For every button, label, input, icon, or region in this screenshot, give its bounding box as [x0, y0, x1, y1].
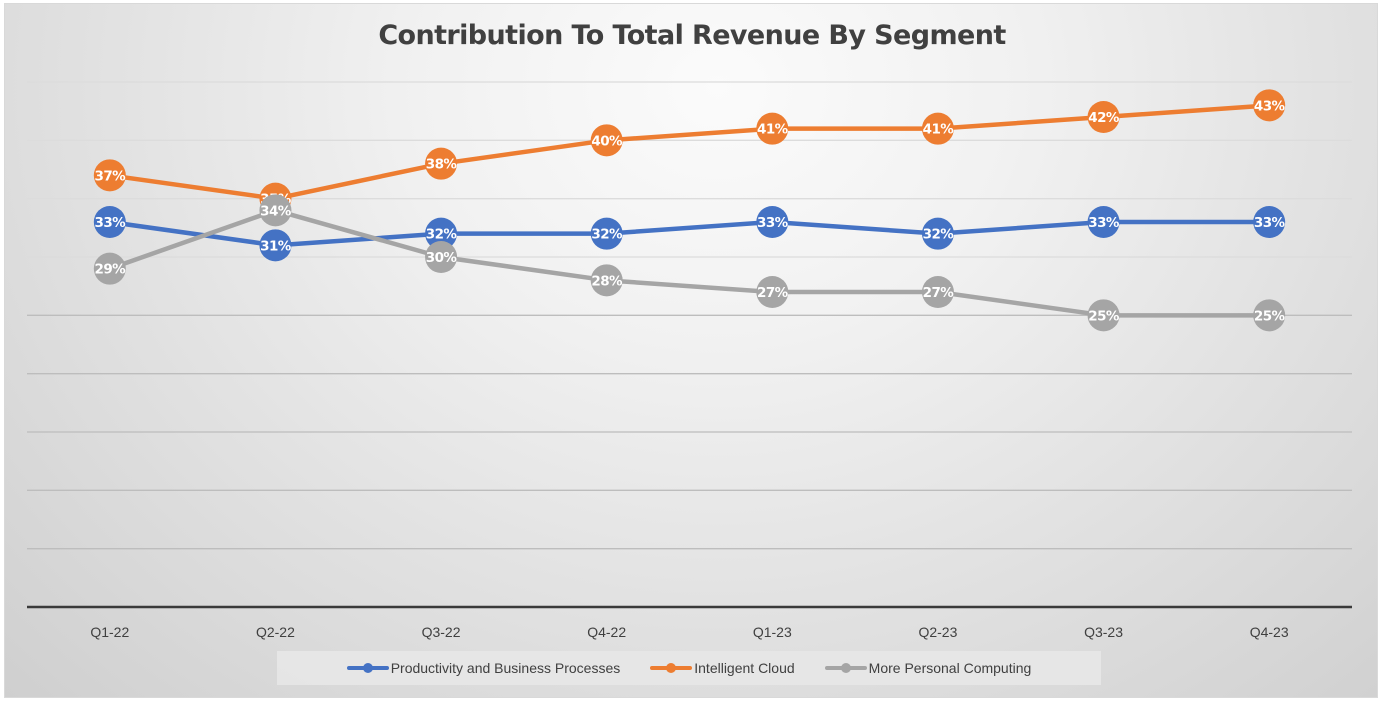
legend-item: Productivity and Business Processes: [346, 660, 621, 676]
data-label: 25%: [1088, 308, 1120, 324]
data-point: [756, 112, 789, 145]
data-point: [1087, 101, 1120, 133]
data-label: 37%: [95, 168, 127, 184]
legend-item: More Personal Computing: [824, 660, 1032, 676]
data-label: 42%: [1088, 110, 1120, 126]
x-tick-label: Q3-23: [1084, 624, 1123, 640]
data-label: 40%: [591, 133, 623, 149]
legend-marker-icon: [346, 662, 389, 674]
x-tick-labels: Q1-22 Q2-22 Q3-22 Q4-22 Q1-23 Q2-23 Q3-23 Q4-23: [90, 624, 1288, 640]
legend-item: Intelligent Cloud: [650, 660, 795, 676]
data-point: [921, 217, 954, 250]
x-tick-label: Q1-22: [90, 624, 129, 640]
chart-area: [4, 3, 1378, 698]
x-tick-label: Q1-23: [753, 624, 792, 640]
data-label: 32%: [591, 227, 623, 243]
data-point: [590, 264, 623, 297]
data-label: 38%: [426, 157, 458, 173]
series-line: [109, 208, 1270, 318]
legend-label: More Personal Computing: [868, 660, 1032, 676]
data-label: 33%: [1088, 215, 1120, 231]
data-label: 27%: [923, 285, 955, 301]
data-label: 25%: [1254, 308, 1286, 324]
data-point: [1087, 206, 1120, 238]
data-point: [1253, 89, 1286, 122]
series-more-personal-computing: 29% 34% 30% 28% 27% 27% 25% 25%: [93, 194, 1286, 332]
data-label: 30%: [426, 250, 458, 266]
legend: Productivity and Business Processes Intel…: [277, 651, 1101, 685]
data-label: 34%: [260, 203, 292, 219]
data-point: [921, 112, 954, 145]
data-point: [1087, 299, 1120, 332]
data-point: [93, 159, 126, 192]
data-point: [425, 217, 458, 250]
series-line: [109, 103, 1270, 201]
data-point: [93, 252, 126, 285]
x-tick-label: Q4-22: [587, 624, 626, 640]
data-label: 33%: [1254, 215, 1286, 231]
x-tick-label: Q2-22: [256, 624, 295, 640]
legend-marker-icon: [650, 662, 693, 674]
data-point: [425, 147, 458, 180]
data-point: [93, 206, 126, 238]
data-label: 33%: [95, 215, 127, 231]
legend-marker-icon: [824, 662, 867, 674]
data-label: 27%: [757, 285, 789, 301]
data-point: [259, 229, 292, 262]
data-point: [921, 276, 954, 308]
x-tick-label: Q4-23: [1250, 624, 1289, 640]
data-point: [1253, 206, 1286, 238]
data-point: [1253, 299, 1286, 332]
data-point: [590, 124, 623, 157]
data-label: 28%: [591, 273, 623, 289]
gridlines: [27, 81, 1352, 550]
series-group: 33%31%32%32%33%32%33%33%37%35%38%40%41%4…: [93, 89, 1286, 332]
x-tick-label: Q3-22: [422, 624, 461, 640]
chart-title: Contribution To Total Revenue By Segment: [378, 20, 1006, 51]
data-label: 41%: [757, 122, 789, 138]
series-line: [109, 219, 1270, 248]
data-label: 41%: [923, 122, 955, 138]
series-productivity-and-business-processes: 33% 31% 32% 32% 33% 32% 33% 33%: [93, 206, 1286, 262]
data-point: [425, 241, 458, 273]
data-label: 31%: [260, 238, 292, 254]
data-label: 32%: [923, 227, 955, 243]
legend-label: Productivity and Business Processes: [390, 660, 621, 676]
data-label: 43%: [1254, 98, 1286, 114]
data-point: [756, 206, 789, 238]
legend-label: Intelligent Cloud: [694, 660, 795, 676]
data-label: 29%: [95, 262, 127, 278]
data-point: [590, 217, 623, 250]
data-point: [756, 276, 789, 308]
x-tick-label: Q2-23: [918, 624, 957, 640]
data-label: 33%: [757, 215, 789, 231]
data-point: [259, 194, 292, 227]
data-label: 32%: [426, 227, 458, 243]
